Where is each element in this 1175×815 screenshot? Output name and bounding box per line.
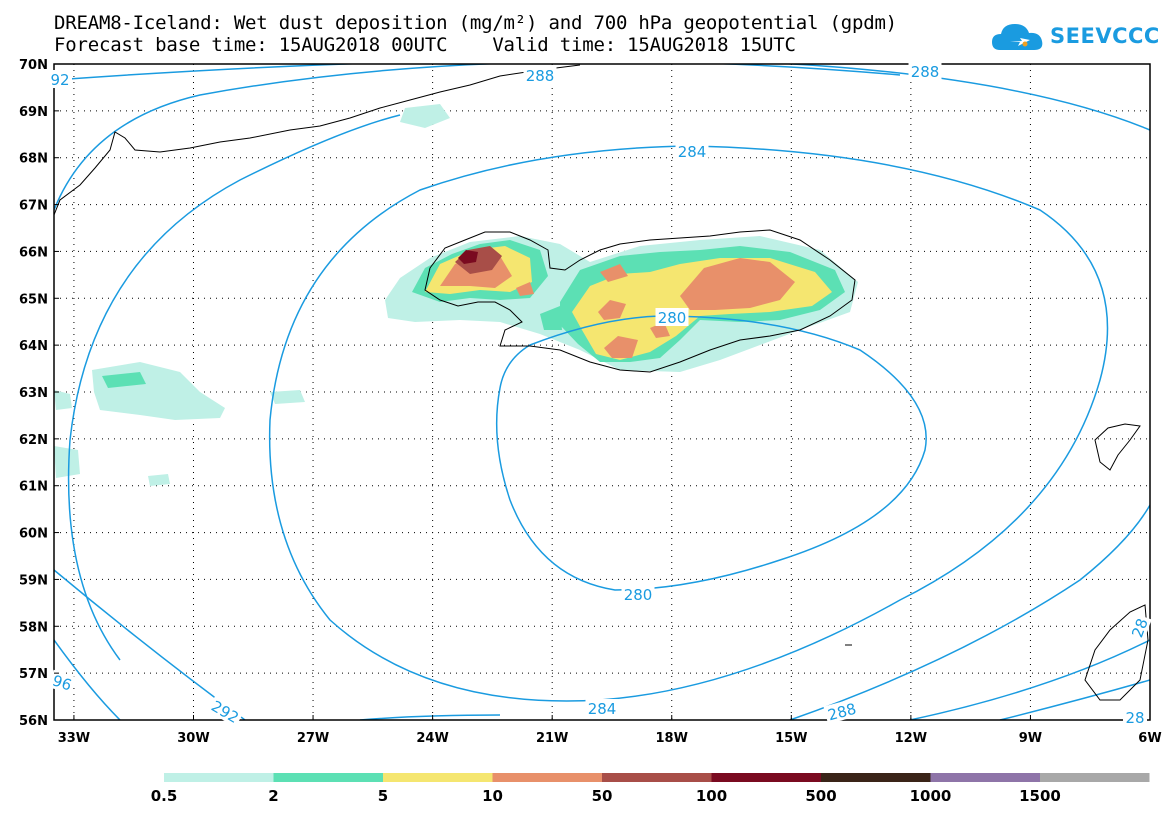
coastlines bbox=[54, 64, 1149, 701]
map-title: DREAM8-Iceland: Wet dust deposition (mg/… bbox=[54, 12, 897, 34]
lat-label: 58N bbox=[19, 620, 48, 635]
latitude-labels: 70N 69N 68N 67N 66N 65N 64N 63N 62N 61N 60N 59N 58N 5… bbox=[19, 58, 59, 729]
longitude-labels: 33W 30W 27W 24W 21W 18W 15W 12W 9W 6W bbox=[58, 715, 1162, 746]
lon-label: 33W bbox=[58, 731, 90, 746]
contour-label: 92 bbox=[48, 70, 72, 89]
lat-label: 56N bbox=[19, 714, 48, 729]
legend-swatch bbox=[492, 773, 602, 782]
grid-lines bbox=[54, 64, 1150, 720]
lon-label: 27W bbox=[297, 731, 329, 746]
contour-label: 96 bbox=[48, 669, 77, 695]
lat-label: 69N bbox=[19, 105, 48, 120]
lat-label: 57N bbox=[19, 667, 48, 682]
contour-label: 284 bbox=[675, 142, 709, 161]
lon-label: 18W bbox=[656, 731, 688, 746]
contour-label: 28 bbox=[1126, 613, 1152, 643]
legend-label: 10 bbox=[482, 787, 503, 805]
lon-label: 9W bbox=[1019, 731, 1042, 746]
contour-label: 292 bbox=[206, 695, 245, 728]
legend-label: 2 bbox=[268, 787, 278, 805]
svg-text:284: 284 bbox=[588, 700, 617, 718]
svg-text:28: 28 bbox=[1128, 616, 1151, 640]
lat-label: 59N bbox=[19, 573, 48, 588]
legend-swatch bbox=[383, 773, 493, 782]
seevccc-logo: SEEVCCC bbox=[990, 18, 1160, 58]
lon-label: 6W bbox=[1138, 731, 1161, 746]
lat-label: 66N bbox=[19, 245, 48, 260]
contour-label: 280 bbox=[655, 308, 689, 327]
cloud-logo-icon bbox=[992, 24, 1043, 50]
lon-label: 12W bbox=[895, 731, 927, 746]
map-subtitle: Forecast base time: 15AUG2018 00UTC Vali… bbox=[54, 34, 796, 56]
lon-label: 21W bbox=[536, 731, 568, 746]
lon-label: 15W bbox=[775, 731, 807, 746]
lon-label: 30W bbox=[177, 731, 209, 746]
legend-label: 5 bbox=[378, 787, 388, 805]
contour-label: 280 bbox=[621, 585, 655, 604]
legend-label: 500 bbox=[805, 787, 836, 805]
svg-text:28: 28 bbox=[1125, 709, 1144, 727]
lat-label: 64N bbox=[19, 339, 48, 354]
geopotential-contours bbox=[54, 64, 1150, 720]
lat-label: 65N bbox=[19, 292, 48, 307]
svg-text:96: 96 bbox=[50, 671, 74, 694]
legend-label: 0.5 bbox=[151, 787, 178, 805]
contour-label: 288 bbox=[823, 698, 861, 724]
lon-label: 24W bbox=[416, 731, 448, 746]
svg-text:280: 280 bbox=[658, 309, 687, 327]
svg-text:92: 92 bbox=[50, 71, 69, 89]
lat-label: 61N bbox=[19, 480, 48, 495]
lat-label: 70N bbox=[19, 58, 48, 73]
lat-label: 67N bbox=[19, 199, 48, 214]
dust-deposition-shading bbox=[54, 104, 858, 486]
legend-swatch bbox=[1040, 773, 1150, 782]
legend-label: 1000 bbox=[910, 787, 952, 805]
map-frame bbox=[53, 63, 1151, 721]
legend-label: 100 bbox=[696, 787, 727, 805]
contour-label: 288 bbox=[908, 62, 942, 81]
svg-text:280: 280 bbox=[624, 586, 653, 604]
legend-label: 1500 bbox=[1019, 787, 1061, 805]
legend-swatch bbox=[821, 773, 931, 782]
svg-text:288: 288 bbox=[911, 63, 940, 81]
contour-labels: 92 288 288 284 280 280 284 288 292 96 28 28 bbox=[48, 62, 1152, 728]
legend-label: 50 bbox=[592, 787, 613, 805]
svg-text:284: 284 bbox=[678, 143, 707, 161]
colorbar-legend: 0.5 2 5 10 50 100 500 1000 1500 bbox=[151, 773, 1150, 805]
contour-label: 284 bbox=[585, 699, 619, 718]
svg-text:288: 288 bbox=[526, 67, 555, 85]
contour-label: 288 bbox=[523, 66, 557, 85]
lat-label: 62N bbox=[19, 433, 48, 448]
lat-label: 68N bbox=[19, 152, 48, 167]
lat-label: 63N bbox=[19, 386, 48, 401]
legend-swatch bbox=[711, 773, 821, 782]
legend-swatch bbox=[602, 773, 712, 782]
lat-label: 60N bbox=[19, 527, 48, 542]
legend-swatch bbox=[164, 773, 274, 782]
legend-swatch bbox=[930, 773, 1040, 782]
contour-label: 28 bbox=[1123, 708, 1147, 727]
logo-text: SEEVCCC bbox=[1050, 24, 1160, 48]
legend-swatch bbox=[273, 773, 383, 782]
